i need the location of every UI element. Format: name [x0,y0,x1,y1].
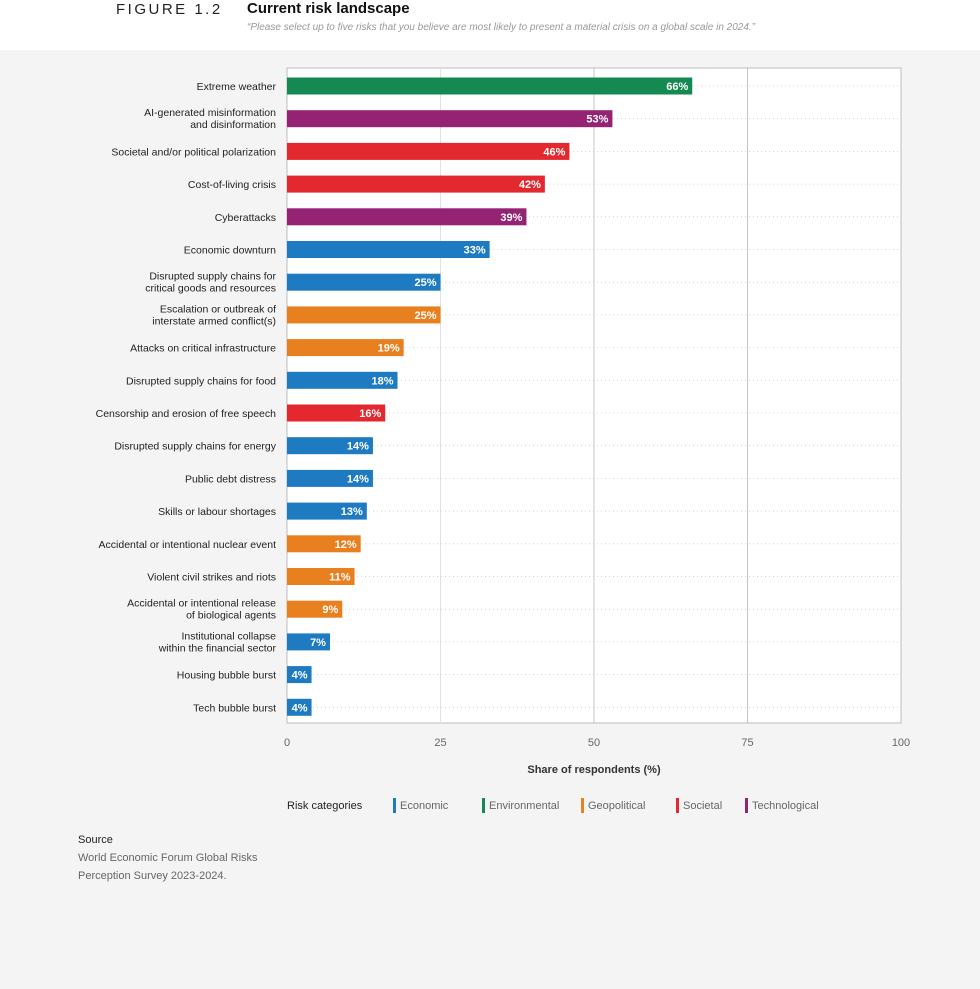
legend-title: Risk categories [287,800,363,812]
legend-item-label: Technological [752,800,819,812]
bar [287,208,527,226]
bar-value-label: 11% [329,572,351,584]
bar-value-label: 46% [543,146,565,158]
source-title: Source [78,834,113,846]
figure-subtitle: “Please select up to five risks that you… [247,22,756,33]
figure-title: Current risk landscape [247,0,410,17]
bar-value-label: 66% [666,81,688,93]
bar-value-label: 42% [519,179,541,191]
x-tick-label: 75 [741,737,753,749]
legend-item-label: Economic [400,800,449,812]
bar [287,469,373,487]
x-axis-title: Share of respondents (%) [527,764,661,776]
figure-header: FIGURE 1.2 Current risk landscape “Pleas… [0,0,980,50]
bar [287,502,367,520]
bar-value-label: 25% [414,310,436,322]
bar-value-label: 19% [378,343,400,355]
x-tick-label: 100 [892,737,910,749]
bar [287,666,312,684]
bar-value-label: 25% [414,277,436,289]
bar-value-label: 4% [292,702,308,714]
bar [287,633,330,651]
x-tick-label: 0 [284,737,290,749]
bar-category-label: Institutional collapse within the financi… [158,630,277,654]
bar-value-label: 4% [292,670,308,682]
bar [287,306,441,324]
bar-category-label: Disrupted supply chains for energy [114,441,276,453]
bar-category-label: Censorship and erosion of free speech [96,408,277,420]
bar-category-label: Accidental or intentional release of biol… [127,598,276,622]
bar-category-label: Escalation or outbreak of interstate arme… [152,303,276,327]
bar-category-label: AI-generated misinformation and disinform… [144,107,276,131]
bar-value-label: 16% [359,408,381,420]
source-line-2: Perception Survey 2023-2024. [78,870,227,882]
bar-value-label: 53% [586,114,608,126]
bar-category-label: Accidental or intentional nuclear event [99,539,277,551]
bar [287,110,613,128]
legend-item-label: Environmental [489,800,559,812]
bar [287,568,355,585]
bar [287,77,693,95]
legend-swatch [676,798,679,813]
bar-value-label: 13% [341,506,363,518]
bar-category-label: Attacks on critical infrastructure [130,343,276,355]
bar-category-label: Public debt distress [185,473,276,485]
source-line-1: World Economic Forum Global Risks [78,852,258,864]
bar-value-label: 12% [335,539,357,551]
risk-bar-chart: 66% Extreme weather 53% AI-generated misinf… [96,67,910,813]
bar-category-label: Disrupted supply chains for food [126,375,276,387]
bar [287,273,441,291]
bar-value-label: 18% [371,375,393,387]
legend-swatch [482,798,485,813]
bar [287,600,343,618]
legend-item-label: Societal [683,800,722,812]
bar [287,241,490,258]
figure-label: FIGURE 1.2 [116,1,223,18]
x-tick-label: 25 [434,737,446,749]
legend-swatch [745,798,748,813]
bar-value-label: 33% [464,245,486,257]
bar-value-label: 9% [322,604,338,616]
bar-category-label: Societal and/or political polarization [111,146,276,158]
bar-category-label: Extreme weather [197,81,277,93]
bar-category-label: Tech bubble burst [193,702,276,714]
bar [287,535,361,553]
bar [287,339,404,357]
bar-category-label: Disrupted supply chains for critical good… [145,271,276,295]
bar [287,142,570,160]
bar [287,437,373,455]
bar-category-label: Cyberattacks [215,212,276,224]
bar [287,404,386,422]
legend-item-label: Geopolitical [588,800,645,812]
legend-swatch [581,798,584,813]
bar [287,698,312,716]
bar-category-label: Violent civil strikes and riots [147,572,276,584]
bar [287,175,545,193]
bar-category-label: Skills or labour shortages [158,506,276,518]
bar-value-label: 14% [347,441,369,453]
bar-category-label: Housing bubble burst [177,670,276,682]
bar-value-label: 39% [500,212,522,224]
bar-category-label: Economic downturn [184,245,276,257]
bar-category-label: Cost-of-living crisis [188,179,276,191]
legend-swatch [393,798,396,813]
bar [287,371,398,389]
bar-value-label: 7% [310,637,326,649]
x-tick-label: 50 [588,737,600,749]
bar-value-label: 14% [347,473,369,485]
